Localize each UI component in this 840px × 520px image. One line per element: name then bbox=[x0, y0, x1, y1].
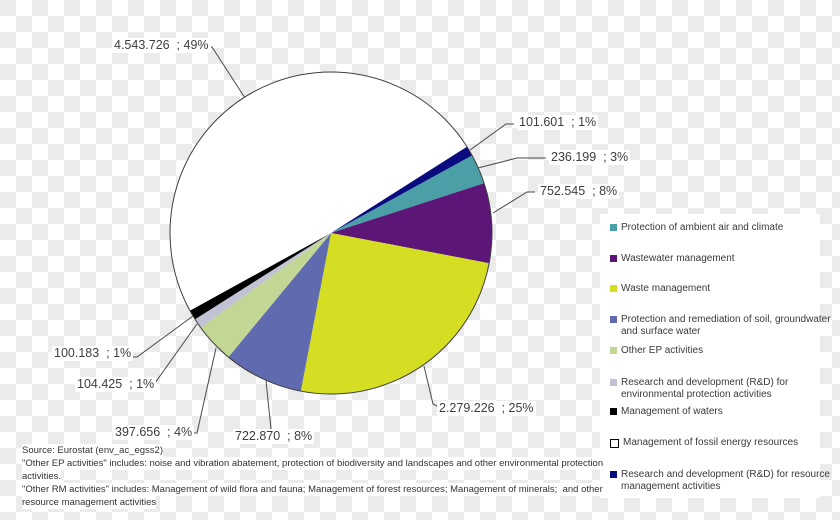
data-label-soil-groundwater: 722.870 ; 8% bbox=[233, 429, 315, 444]
legend-label: Other EP activities bbox=[621, 345, 704, 356]
data-label-rd-environment: 104.425 ; 1% bbox=[75, 377, 157, 392]
legend-swatch-rd-environment bbox=[610, 379, 617, 386]
pie-slice bbox=[331, 183, 492, 264]
source-line: "Other EP activities" includes: noise an… bbox=[22, 457, 604, 470]
legend-item-waste: Waste management bbox=[610, 283, 710, 295]
legend-item-air-climate: Protection of ambient air and climate bbox=[610, 222, 783, 234]
data-label-waters: 100.183 ; 1% bbox=[52, 346, 134, 361]
legend-item-other-ep: Other EP activities bbox=[610, 345, 703, 357]
leader-line bbox=[130, 315, 194, 358]
source-line: "Other RM activities" includes: Manageme… bbox=[22, 483, 603, 496]
legend-item-wastewater: Wastewater management bbox=[610, 253, 735, 265]
legend-swatch-air-climate bbox=[610, 224, 617, 231]
leader-line bbox=[204, 46, 246, 99]
legend-label: Protection and remediation of soil, grou… bbox=[621, 314, 831, 337]
source-line: activities. bbox=[22, 470, 62, 483]
pie-slice bbox=[195, 233, 331, 328]
leader-line bbox=[469, 123, 514, 151]
legend-label: Wastewater management bbox=[621, 253, 735, 264]
data-label-wastewater: 752.545 ; 8% bbox=[538, 184, 620, 199]
legend-swatch-other-ep bbox=[610, 347, 617, 354]
source-line: resource management activities bbox=[22, 496, 157, 509]
pie-slice bbox=[228, 233, 331, 392]
legend-item-fossil-energy: Management of fossil energy resources bbox=[610, 437, 798, 449]
legend-label: Waste management bbox=[621, 283, 711, 294]
pie bbox=[169, 71, 492, 394]
source-line: Source: Eurostat (env_ac_egss2) bbox=[22, 444, 163, 457]
pie-outline bbox=[169, 71, 493, 395]
pie-slice bbox=[200, 233, 331, 358]
legend: Protection of ambient air and climate Wa… bbox=[600, 214, 831, 498]
leader-line bbox=[477, 157, 546, 169]
legend-item-rd-resource: Research and development (R&D) for resou… bbox=[610, 469, 830, 493]
leader-line bbox=[265, 380, 272, 430]
pie-slice bbox=[189, 233, 331, 320]
pie-slice bbox=[300, 233, 490, 394]
legend-label: Research and development (R&D) for resou… bbox=[621, 469, 830, 492]
legend-label: Protection of ambient air and climate bbox=[621, 222, 784, 233]
legend-swatch-wastewater bbox=[610, 255, 617, 262]
source-note: Source: Eurostat (env_ac_egss2) "Other E… bbox=[22, 444, 604, 509]
legend-swatch-waste bbox=[610, 285, 617, 292]
legend-swatch-soil-groundwater bbox=[610, 316, 617, 323]
legend-label: Management of fossil energy resources bbox=[623, 437, 799, 448]
leader-line bbox=[190, 347, 217, 434]
legend-label: Research and development (R&D) for envir… bbox=[621, 377, 789, 400]
data-label-fossil-energy: 4.543.726 ; 49% bbox=[112, 38, 211, 53]
legend-label: Management of waters bbox=[621, 406, 723, 417]
legend-swatch-fossil-energy bbox=[610, 439, 619, 448]
data-label-waste: 2.279.226 ; 25% bbox=[437, 401, 536, 416]
legend-item-rd-environment: Research and development (R&D) for envir… bbox=[610, 377, 788, 401]
leader-line bbox=[492, 191, 535, 214]
legend-item-waters: Management of waters bbox=[610, 406, 723, 418]
legend-swatch-rd-resource bbox=[610, 471, 617, 478]
data-label-other-ep: 397.656 ; 4% bbox=[113, 425, 195, 440]
pie-slice bbox=[331, 155, 485, 233]
legend-item-soil-groundwater: Protection and remediation of soil, grou… bbox=[610, 314, 831, 338]
data-label-air-climate: 236.199 ; 3% bbox=[549, 150, 631, 165]
data-label-rd-resource: 101.601 ; 1% bbox=[517, 115, 599, 130]
pie-slice bbox=[169, 71, 467, 311]
leader-line bbox=[148, 323, 198, 384]
legend-swatch-waters bbox=[610, 408, 617, 415]
pie-slice bbox=[331, 146, 473, 233]
